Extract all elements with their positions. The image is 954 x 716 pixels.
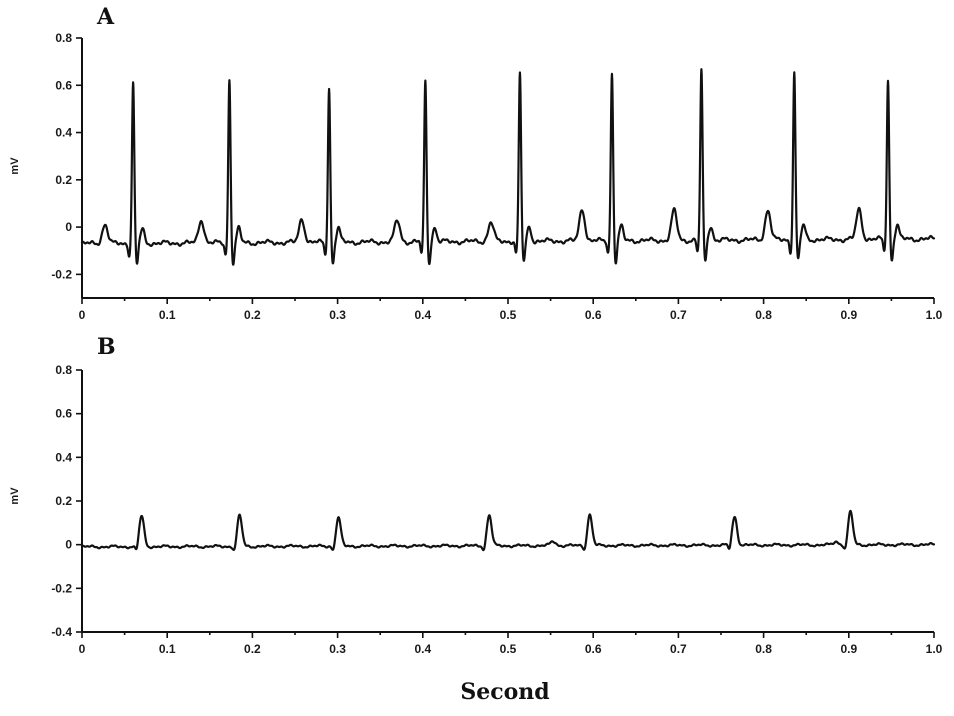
panel-a-x-tick-label: 1.0 (926, 308, 943, 322)
panel-a-label: A (96, 4, 115, 30)
panel-a-x-ticks: 0 0.1 0.2 0.3 0.4 0.5 0.6 0.7 0.8 0.9 1.0 (79, 298, 943, 322)
panel-a-ylabel: mV (9, 157, 21, 175)
panel-b-y-tick-label: 0.2 (55, 494, 72, 508)
panel-b-x-tick-label: 0.1 (159, 642, 176, 656)
panel-b-y-tick-label: 0.4 (55, 450, 72, 464)
panel-a-x-tick-label: 0.1 (159, 308, 176, 322)
panel-a-y-tick-label: 0 (65, 220, 72, 234)
panel-a-ecg-trace (80, 68, 936, 266)
panel-b-ecg-trace (80, 509, 936, 552)
panel-b-x-ticks: 0 0.1 0.2 0.3 0.4 0.5 0.6 0.7 0.8 0.9 1.0 (79, 632, 943, 656)
panel-b-x-tick-label: 0.9 (840, 642, 857, 656)
panel-a-x-tick-label: 0.8 (755, 308, 772, 322)
panel-b-x-tick-label: 0.4 (414, 642, 431, 656)
panel-a-x-tick-label: 0.7 (670, 308, 687, 322)
panel-a-x-tick-label: 0.5 (500, 308, 517, 322)
panel-a-y-tick-label: 0.2 (55, 173, 72, 187)
panel-b-x-tick-label: 0.7 (670, 642, 687, 656)
panel-a-y-tick-label: -0.2 (51, 267, 72, 281)
panel-b-x-tick-label: 0.3 (329, 642, 346, 656)
panel-a-y-tick-label: 0.8 (55, 31, 72, 45)
panel-b-x-tick-label: 0.6 (585, 642, 602, 656)
panel-b-x-tick-label: 0.2 (244, 642, 261, 656)
panel-a-x-tick-label: 0.9 (840, 308, 857, 322)
panel-a-y-tick-label: 0.4 (55, 126, 72, 140)
panel-a-x-tick-label: 0.2 (244, 308, 261, 322)
panel-b-x-tick-label: 0.8 (755, 642, 772, 656)
panel-a: A mV -0.200.20.40.60.8 0 0.1 0.2 0.3 0.4 0.5 0… (9, 4, 943, 322)
panel-b-y-tick-label: 0.8 (55, 363, 72, 377)
panel-b-y-tick-label: -0.2 (51, 581, 72, 595)
x-axis-title: Second (460, 679, 549, 705)
panel-a-x-tick-label: 0.6 (585, 308, 602, 322)
panel-b-x-tick-label: 0 (79, 642, 86, 656)
panel-b-y-tick-label: -0.4 (51, 625, 72, 639)
panel-b-x-tick-label: 0.5 (500, 642, 517, 656)
panel-a-x-tick-label: 0.3 (329, 308, 346, 322)
panel-b-y-ticks: -0.4 -0.2 0 0.2 0.4 0.6 0.8 (51, 363, 82, 639)
panel-a-y-tick-label: 0.6 (55, 78, 72, 92)
panel-b: B mV -0.4 -0.2 0 0.2 0.4 0.6 0.8 0 0.1 0.2 0.3 0.4… (9, 334, 943, 656)
panel-b-y-tick-label: 0.6 (55, 407, 72, 421)
panel-b-x-tick-label: 1.0 (926, 642, 943, 656)
panel-a-x-tick-label: 0.4 (414, 308, 431, 322)
panel-b-y-tick-label: 0 (65, 538, 72, 552)
panel-b-label: B (97, 334, 116, 360)
panel-a-x-tick-label: 0 (79, 308, 86, 322)
panel-a-y-ticks: -0.2 0 0.2 0.4 0.6 0.8 (51, 31, 82, 281)
panel-b-ylabel: mV (9, 487, 21, 505)
